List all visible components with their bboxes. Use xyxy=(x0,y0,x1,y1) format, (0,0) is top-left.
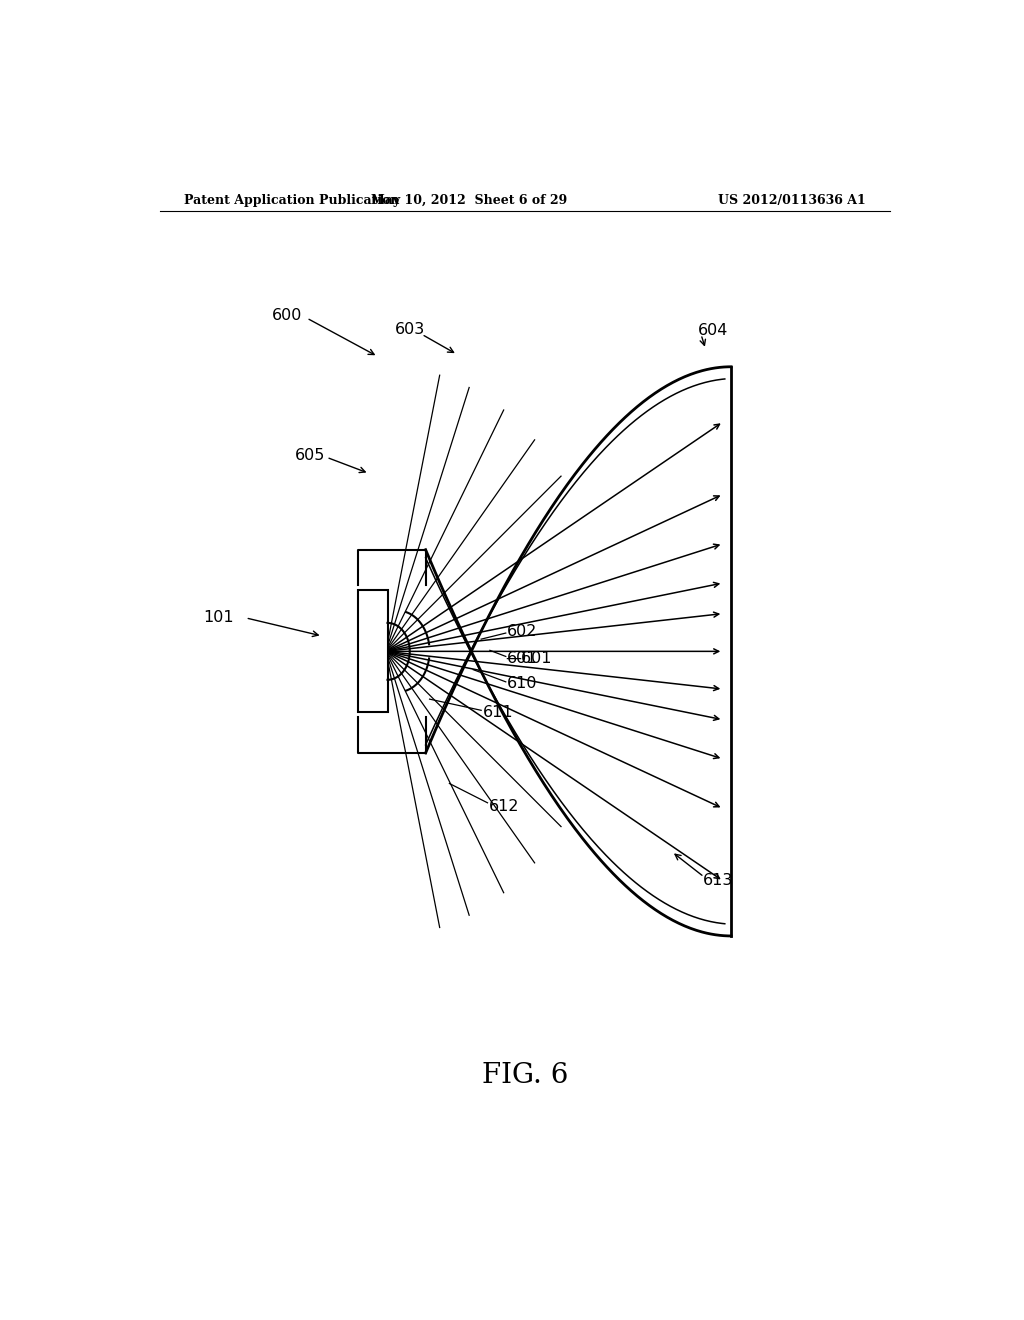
Text: 604: 604 xyxy=(697,322,728,338)
Text: 101: 101 xyxy=(204,610,234,626)
Text: 610: 610 xyxy=(507,676,538,692)
Text: 611: 611 xyxy=(482,705,513,719)
Text: —601: —601 xyxy=(505,651,552,667)
Text: US 2012/0113636 A1: US 2012/0113636 A1 xyxy=(718,194,866,207)
Text: May 10, 2012  Sheet 6 of 29: May 10, 2012 Sheet 6 of 29 xyxy=(371,194,567,207)
Text: 613: 613 xyxy=(703,873,734,887)
Text: 612: 612 xyxy=(489,800,519,814)
Text: FIG. 6: FIG. 6 xyxy=(481,1061,568,1089)
Text: 605: 605 xyxy=(295,447,325,463)
Text: Patent Application Publication: Patent Application Publication xyxy=(183,194,399,207)
Bar xyxy=(358,590,388,713)
Text: 601: 601 xyxy=(507,651,538,667)
Text: 600: 600 xyxy=(272,309,303,323)
Text: 602: 602 xyxy=(507,623,538,639)
Text: 603: 603 xyxy=(394,322,425,337)
